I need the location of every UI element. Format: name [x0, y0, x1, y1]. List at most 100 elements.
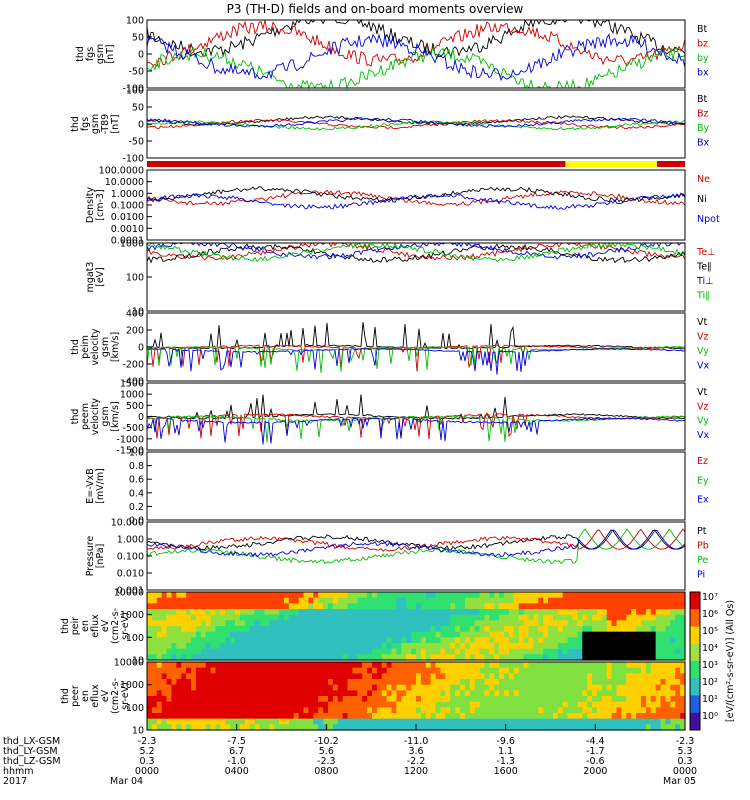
spectrogram-cell: [489, 614, 495, 621]
spectrogram-cell: [494, 648, 500, 655]
spectrogram-cell: [592, 718, 598, 725]
spectrogram-cell: [210, 620, 217, 627]
spectrogram-cell: [572, 626, 578, 633]
spectrogram-cell: [611, 631, 618, 638]
spectrogram-cell: [288, 679, 295, 686]
spectrogram-cell: [562, 648, 569, 655]
spectrogram-cell: [362, 684, 368, 691]
spectrogram-cell: [406, 592, 412, 599]
spectrogram-cell: [474, 707, 481, 714]
spectrogram-cell: [406, 673, 412, 680]
spectrogram-cell: [621, 718, 627, 725]
spectrogram-cell: [259, 713, 265, 720]
spectrogram-cell: [191, 713, 197, 720]
spectrogram-cell: [557, 690, 564, 697]
spectrogram-cell: [396, 614, 402, 621]
spectrogram-cell: [176, 603, 182, 610]
spectrogram-cell: [440, 614, 446, 621]
spectrogram-cell: [460, 654, 466, 661]
spectrogram-cell: [513, 713, 520, 720]
footer-value: 0800: [314, 766, 338, 777]
spectrogram-cell: [386, 648, 393, 655]
spectrogram-cell: [675, 718, 681, 725]
spectrogram-cell: [406, 620, 412, 627]
spectrogram-cell: [181, 696, 187, 703]
spectrogram-cell: [474, 648, 481, 655]
spectrogram-cell: [601, 631, 608, 638]
spectrogram-cell: [645, 724, 652, 731]
spectrogram-cell: [450, 626, 456, 633]
spectrogram-cell: [411, 679, 417, 686]
spectrogram-cell: [450, 643, 456, 650]
spectrogram-cell: [264, 690, 270, 697]
spectrogram-cell: [601, 643, 608, 650]
spectrogram-cell: [508, 701, 515, 708]
spectrogram-cell: [665, 626, 671, 633]
spectrogram-cell: [254, 718, 261, 725]
spectrogram-cell: [337, 597, 344, 604]
spectrogram-cell: [362, 707, 368, 714]
spectrogram-cell: [357, 684, 363, 691]
spectrogram-cell: [391, 684, 398, 691]
spectrogram-cell: [303, 609, 309, 616]
spectrogram-cell: [606, 667, 613, 674]
spectrogram-cell: [337, 667, 344, 674]
legend-Ey: Ey: [697, 475, 709, 486]
spectrogram-cell: [147, 701, 153, 708]
spectrogram-cell: [220, 654, 226, 661]
spectrogram-cell: [191, 620, 197, 627]
spectrogram-cell: [352, 620, 358, 627]
spectrogram-cell: [606, 637, 613, 644]
spectrogram-cell: [616, 597, 623, 604]
footer-value: 0400: [225, 766, 249, 777]
spectrogram-cell: [367, 673, 373, 680]
spectrogram-cell: [313, 643, 319, 650]
spectrogram-cell: [450, 690, 456, 697]
spectrogram-cell: [205, 673, 212, 680]
spectrogram-cell: [176, 724, 182, 731]
spectrogram-cell: [533, 701, 539, 708]
spectrogram-cell: [362, 701, 368, 708]
spectrogram-cell: [259, 673, 265, 680]
spectrogram-cell: [313, 690, 319, 697]
spectrogram-cell: [592, 667, 598, 674]
spectrogram-cell: [548, 713, 554, 720]
spectrogram-cell: [425, 603, 432, 610]
spectrogram-cell: [386, 707, 393, 714]
spectrogram-cell: [386, 626, 393, 633]
spectrogram-cell: [665, 662, 671, 669]
y-tick-label: 1.0000: [111, 189, 144, 200]
spectrogram-cell: [464, 696, 471, 703]
spectrogram-cell: [323, 592, 329, 599]
spectrogram-cell: [435, 724, 442, 731]
spectrogram-cell: [557, 707, 564, 714]
spectrogram-cell: [552, 662, 559, 669]
spectrogram-cell: [592, 614, 598, 621]
spectrogram-cell: [420, 684, 427, 691]
spectrogram-cell: [313, 597, 319, 604]
spectrogram-cell: [445, 667, 451, 674]
spectrogram-cell: [675, 707, 681, 714]
spectrogram-cell: [616, 707, 623, 714]
spectrogram-cell: [460, 603, 466, 610]
spectrogram-cell: [239, 631, 246, 638]
spectrogram-cell: [494, 597, 500, 604]
spectrogram-cell: [254, 701, 261, 708]
spectrogram-cell: [239, 667, 246, 674]
spectrogram-cell: [303, 667, 309, 674]
spectrogram-cell: [293, 631, 300, 638]
spectrogram-cell: [362, 643, 368, 650]
legend-Pb: Pb: [697, 541, 709, 552]
spectrogram-cell: [494, 690, 500, 697]
spectrogram-cell: [670, 707, 676, 714]
spectrogram-cell: [259, 667, 265, 674]
spectrogram-cell: [523, 667, 530, 674]
spectrogram-cell: [504, 637, 510, 644]
spectrogram-cell: [274, 597, 280, 604]
spectrogram-cell: [283, 643, 290, 650]
spectrogram-cell: [611, 713, 618, 720]
spectrogram-cell: [161, 684, 168, 691]
spectrogram-cell: [606, 696, 613, 703]
spectrogram-cell: [435, 690, 442, 697]
